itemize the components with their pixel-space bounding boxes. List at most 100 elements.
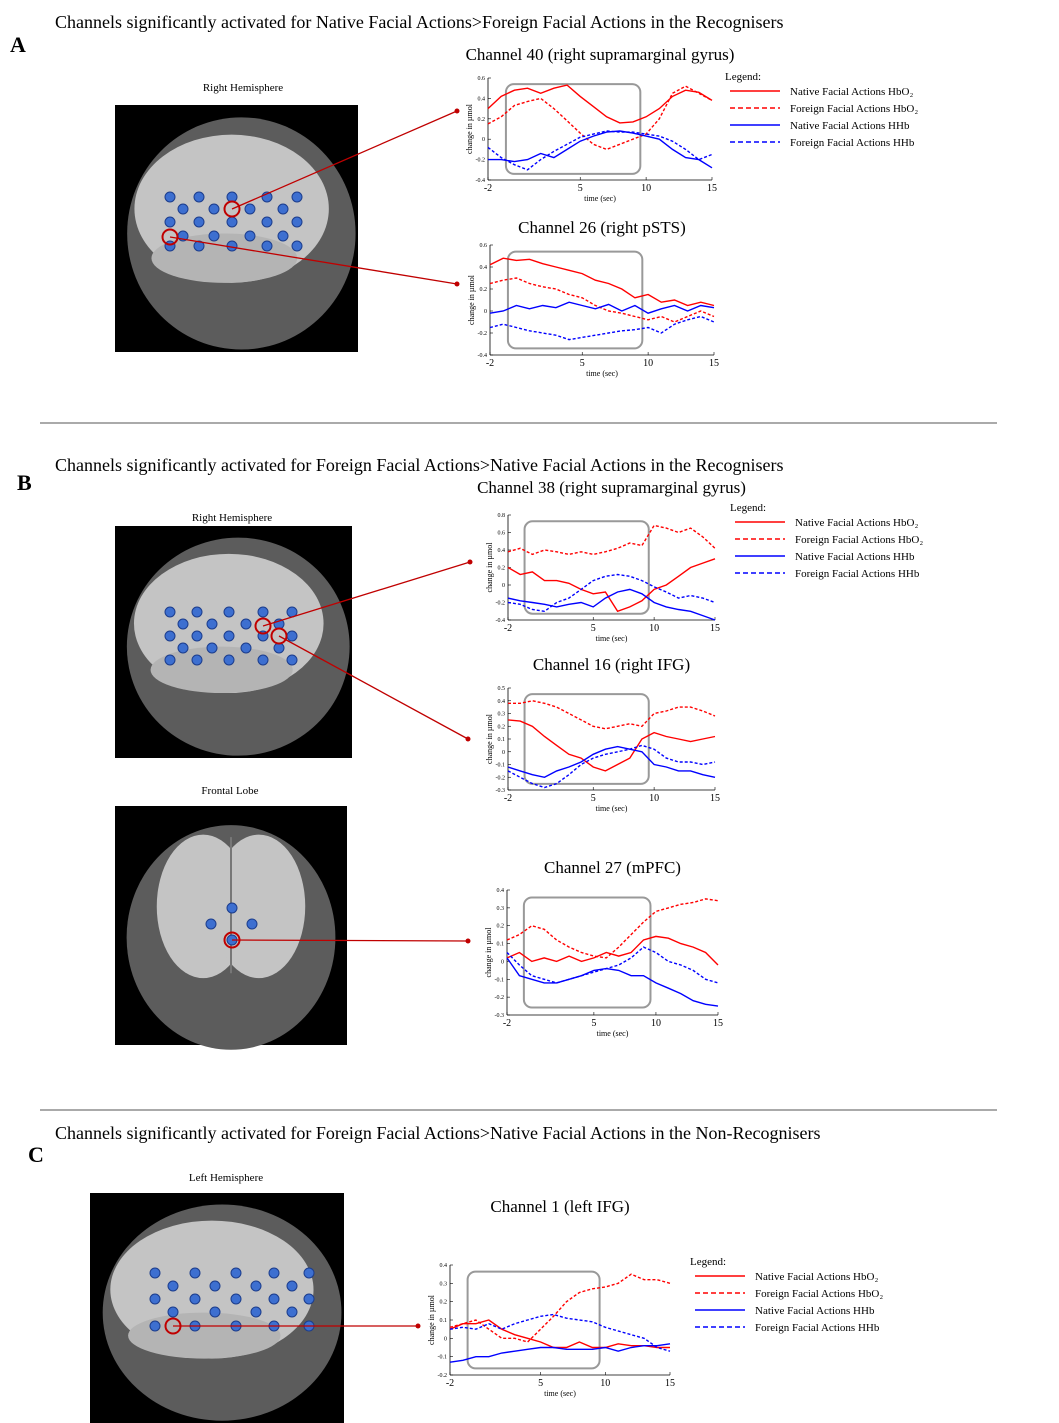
highlight-window bbox=[523, 520, 650, 615]
electrode bbox=[286, 1306, 298, 1318]
electrode bbox=[205, 918, 217, 930]
y-tick-label: -0.4 bbox=[478, 353, 488, 359]
electrode bbox=[167, 1306, 179, 1318]
view-label: Left Hemisphere bbox=[189, 1172, 263, 1184]
chart-title: Channel 26 (right pSTS) bbox=[518, 218, 686, 237]
series-line bbox=[506, 898, 719, 959]
electrode bbox=[286, 630, 298, 642]
series-line bbox=[507, 588, 716, 621]
y-tick-label: 0.2 bbox=[498, 724, 506, 730]
panel-title: Channels significantly activated for Nat… bbox=[55, 12, 783, 32]
electrode bbox=[149, 1320, 161, 1332]
brain-image bbox=[115, 526, 352, 758]
electrode bbox=[226, 902, 238, 914]
electrode bbox=[244, 203, 256, 215]
y-tick-label: -0.4 bbox=[476, 178, 486, 184]
x-tick-label: 15 bbox=[710, 623, 720, 634]
electrode bbox=[177, 203, 189, 215]
chart-title: Channel 16 (right IFG) bbox=[533, 655, 690, 674]
y-tick-label: 0 bbox=[502, 750, 505, 756]
panel-label: B bbox=[17, 470, 32, 495]
view-label: Frontal Lobe bbox=[201, 785, 258, 797]
y-tick-label: 0.4 bbox=[498, 548, 506, 554]
y-tick-label: 0.1 bbox=[440, 1318, 448, 1324]
panel-label: A bbox=[10, 32, 26, 57]
electrode bbox=[230, 1293, 242, 1305]
channel-ring bbox=[223, 200, 241, 218]
legend-label: Native Facial Actions HbO₂ bbox=[795, 517, 918, 529]
chart-title: Channel 38 (right supramarginal gyrus) bbox=[477, 478, 746, 497]
y-tick-label: -0.1 bbox=[495, 977, 505, 983]
highlight-window bbox=[466, 1270, 601, 1370]
highlight-window bbox=[522, 896, 652, 1009]
y-tick-label: -0.2 bbox=[496, 775, 506, 781]
legend-label: Foreign Facial Actions HHb bbox=[795, 568, 920, 580]
x-tick-label: 15 bbox=[707, 183, 717, 194]
x-tick-label: 15 bbox=[709, 358, 719, 369]
y-tick-label: 0.3 bbox=[497, 906, 505, 912]
legend-label: Native Facial Actions HHb bbox=[790, 120, 910, 132]
x-tick-label: -2 bbox=[446, 1378, 454, 1389]
x-tick-label: -2 bbox=[504, 793, 512, 804]
y-tick-label: 0.4 bbox=[480, 265, 488, 271]
x-tick-label: 15 bbox=[665, 1378, 675, 1389]
legend-title: Legend: bbox=[690, 1256, 726, 1268]
electrode bbox=[291, 216, 303, 228]
legend-label: Native Facial Actions HHb bbox=[755, 1305, 875, 1317]
x-tick-label: -2 bbox=[484, 183, 492, 194]
connector-line bbox=[169, 236, 458, 285]
x-axis-label: time (sec) bbox=[586, 369, 618, 378]
chart-title: Channel 40 (right supramarginal gyrus) bbox=[466, 45, 735, 64]
series-line bbox=[489, 277, 715, 323]
y-tick-label: -0.2 bbox=[438, 1373, 448, 1379]
electrode bbox=[250, 1306, 262, 1318]
electrode bbox=[177, 642, 189, 654]
electrode bbox=[164, 654, 176, 666]
legend: Legend: Native Facial Actions HbO₂ Foreign… bbox=[730, 502, 923, 580]
connector-dot bbox=[454, 108, 460, 114]
y-tick-label: 0.4 bbox=[478, 96, 486, 102]
y-tick-label: 0 bbox=[482, 137, 485, 143]
brain-image bbox=[90, 1193, 344, 1423]
x-tick-label: 5 bbox=[591, 793, 596, 804]
y-tick-label: 0 bbox=[484, 309, 487, 315]
brain bbox=[212, 834, 306, 979]
chart: Channel 27 (mPFC) -0.3 -0.2 -0.1 0 0.1 0.2 0.3 0… bbox=[484, 858, 723, 1038]
chart: Channel 38 (right supramarginal gyrus) -0… bbox=[477, 478, 923, 643]
y-tick-label: 0.6 bbox=[480, 243, 488, 249]
y-axis-label: change in µmol bbox=[427, 1294, 436, 1345]
y-tick-label: 0 bbox=[501, 959, 504, 965]
electrode bbox=[286, 654, 298, 666]
connector-dot bbox=[415, 1323, 421, 1329]
y-tick-label: 0.5 bbox=[498, 686, 506, 692]
y-tick-label: 0.2 bbox=[498, 566, 506, 572]
connectors bbox=[161, 108, 473, 1335]
x-axis-label: time (sec) bbox=[596, 634, 628, 643]
series-line bbox=[507, 719, 716, 772]
series-line bbox=[507, 573, 716, 613]
y-tick-label: 0.4 bbox=[497, 888, 505, 894]
y-tick-label: 0.2 bbox=[478, 117, 486, 123]
x-tick-label: 5 bbox=[578, 183, 583, 194]
electrode bbox=[257, 606, 269, 618]
y-tick-label: 0.2 bbox=[480, 287, 488, 293]
channel-ring bbox=[270, 627, 288, 645]
electrode bbox=[261, 216, 273, 228]
electrode bbox=[268, 1293, 280, 1305]
electrode bbox=[191, 606, 203, 618]
x-tick-label: 5 bbox=[591, 1018, 596, 1029]
x-axis-label: time (sec) bbox=[584, 194, 616, 203]
legend-label: Foreign Facial Actions HbO₂ bbox=[755, 1288, 883, 1300]
x-tick-label: 5 bbox=[538, 1378, 543, 1389]
series-line bbox=[489, 257, 715, 307]
electrode bbox=[191, 630, 203, 642]
electrode bbox=[303, 1293, 315, 1305]
electrode bbox=[208, 230, 220, 242]
x-axis-label: time (sec) bbox=[596, 804, 628, 813]
view-label: Right Hemisphere bbox=[192, 512, 272, 524]
series-line bbox=[507, 524, 716, 556]
series-line bbox=[449, 1319, 670, 1349]
electrode bbox=[209, 1306, 221, 1318]
electrode bbox=[277, 203, 289, 215]
